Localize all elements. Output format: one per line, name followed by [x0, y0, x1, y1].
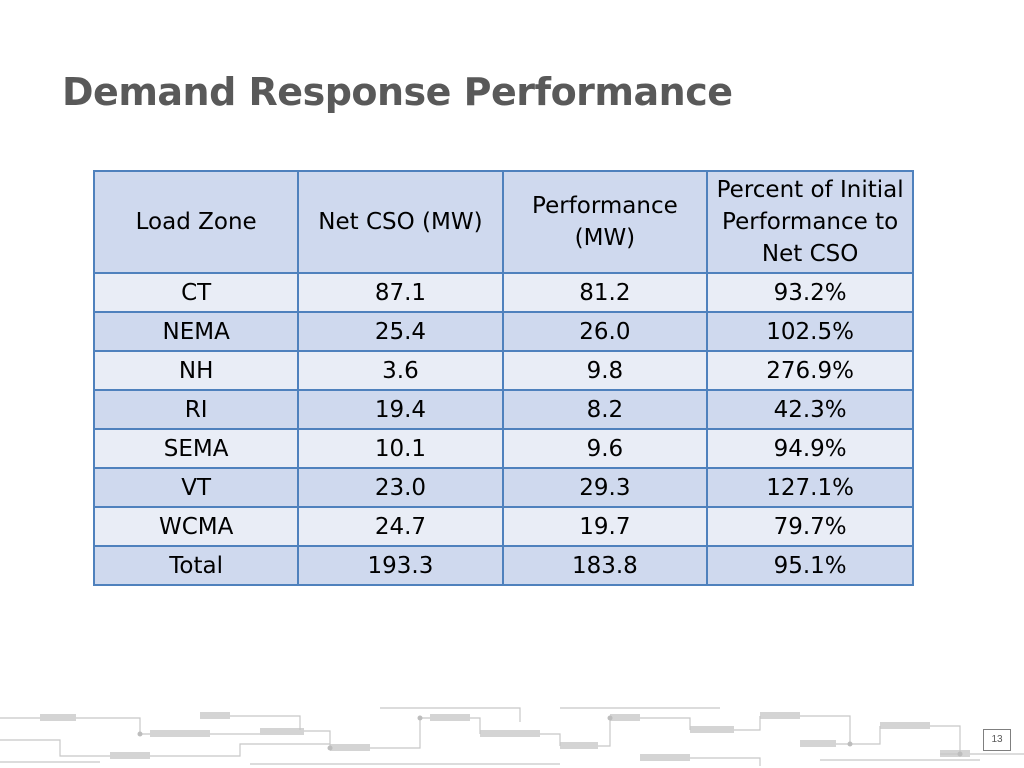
table-header-row: Load Zone Net CSO (MW) Performance (MW) …	[92, 170, 914, 274]
cell-performance: 19.7	[501, 506, 709, 547]
cell-net-cso: 24.7	[297, 506, 504, 547]
circuit-board-decoration	[0, 707, 1024, 766]
cell-zone: WCMA	[92, 506, 300, 547]
performance-table: Load Zone Net CSO (MW) Performance (MW) …	[92, 170, 914, 586]
table-row-total: Total 193.3 183.8 95.1%	[92, 545, 914, 586]
cell-net-cso: 3.6	[297, 350, 504, 391]
cell-zone: NH	[92, 350, 300, 391]
cell-zone: RI	[92, 389, 300, 430]
cell-net-cso: 10.1	[297, 428, 504, 469]
cell-zone: CT	[92, 272, 300, 313]
cell-performance: 8.2	[501, 389, 709, 430]
cell-net-cso: 25.4	[297, 311, 504, 352]
page-number: 13	[983, 729, 1011, 751]
cell-percent: 127.1%	[706, 467, 914, 508]
cell-performance: 9.6	[501, 428, 709, 469]
cell-percent: 94.9%	[706, 428, 914, 469]
cell-percent: 79.7%	[706, 506, 914, 547]
slide-title: Demand Response Performance	[62, 70, 733, 114]
table-row: CT 87.1 81.2 93.2%	[92, 272, 914, 313]
cell-zone: Total	[92, 545, 300, 586]
cell-performance: 9.8	[501, 350, 709, 391]
header-performance: Performance (MW)	[501, 170, 709, 274]
cell-performance: 183.8	[501, 545, 709, 586]
cell-net-cso: 19.4	[297, 389, 504, 430]
cell-performance: 26.0	[501, 311, 709, 352]
header-percent: Percent of Initial Performance to Net CS…	[706, 170, 914, 274]
header-load-zone: Load Zone	[92, 170, 300, 274]
cell-performance: 29.3	[501, 467, 709, 508]
cell-percent: 276.9%	[706, 350, 914, 391]
cell-zone: SEMA	[92, 428, 300, 469]
cell-percent: 93.2%	[706, 272, 914, 313]
cell-percent: 95.1%	[706, 545, 914, 586]
table-row: WCMA 24.7 19.7 79.7%	[92, 506, 914, 547]
table-row: RI 19.4 8.2 42.3%	[92, 389, 914, 430]
cell-net-cso: 193.3	[297, 545, 504, 586]
cell-zone: NEMA	[92, 311, 300, 352]
cell-percent: 102.5%	[706, 311, 914, 352]
cell-zone: VT	[92, 467, 300, 508]
table-row: SEMA 10.1 9.6 94.9%	[92, 428, 914, 469]
cell-percent: 42.3%	[706, 389, 914, 430]
table-row: NH 3.6 9.8 276.9%	[92, 350, 914, 391]
header-net-cso: Net CSO (MW)	[297, 170, 504, 274]
cell-net-cso: 23.0	[297, 467, 504, 508]
cell-net-cso: 87.1	[297, 272, 504, 313]
table-row: VT 23.0 29.3 127.1%	[92, 467, 914, 508]
table-row: NEMA 25.4 26.0 102.5%	[92, 311, 914, 352]
cell-performance: 81.2	[501, 272, 709, 313]
